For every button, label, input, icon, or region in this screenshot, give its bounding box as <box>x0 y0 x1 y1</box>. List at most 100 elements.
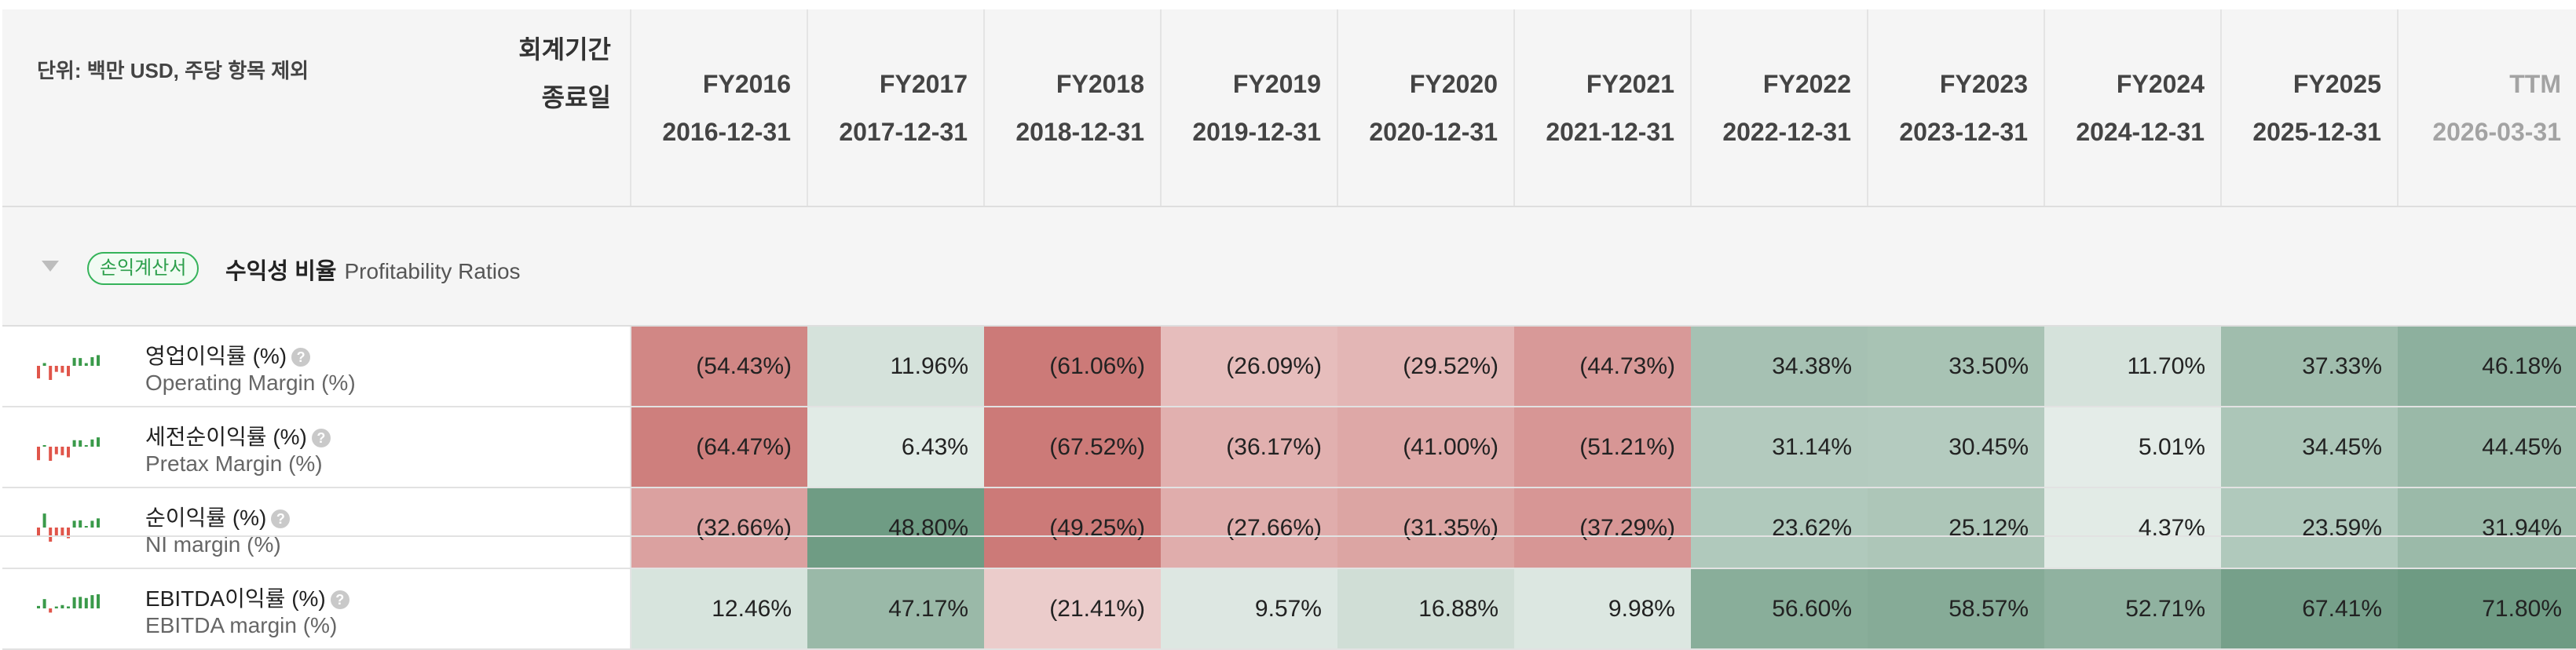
metric-row-ni-margin[interactable]: 순이익률 (%)? NI margin (%) (32.66%) 48.80% … <box>2 488 2576 569</box>
metric-name-en: Operating Margin (%) <box>145 371 356 395</box>
period-fy: FY2024 <box>2116 69 2205 98</box>
metric-label-cell: EBITDA이익률 (%)? EBITDA margin (%) <box>2 568 631 650</box>
section-header: 손익계산서 수익성 비율 Profitability Ratios <box>2 206 2576 327</box>
spark-bar <box>90 439 94 447</box>
sparkline-bar-chart <box>37 437 100 461</box>
period-header-ttm[interactable]: TTM 2026-03-31 <box>2398 9 2576 207</box>
help-icon[interactable]: ? <box>271 509 291 528</box>
spark-bar <box>79 520 82 528</box>
spark-bar <box>97 437 100 447</box>
period-date: 2023-12-31 <box>1899 117 2028 146</box>
spark-bar <box>49 366 53 380</box>
spark-bar <box>67 528 70 539</box>
spark-bar <box>37 605 40 608</box>
period-fy: FY2016 <box>702 69 791 98</box>
spark-bar <box>67 366 70 377</box>
value-cell: 71.80% <box>2398 568 2576 650</box>
help-icon[interactable]: ? <box>291 348 311 367</box>
spark-bar <box>97 594 100 608</box>
metric-name-ko: 세전순이익률 (%)? <box>145 420 331 451</box>
help-icon[interactable]: ? <box>330 590 349 609</box>
metric-label-cell: 세전순이익률 (%)? Pretax Margin (%) <box>2 407 631 488</box>
period-fy: FY2022 <box>1762 69 1851 98</box>
metric-name-ko: EBITDA이익률 (%)? <box>145 582 349 613</box>
section-row: 손익계산서 수익성 비율 Profitability Ratios <box>2 206 2576 327</box>
value-cell: 31.14% <box>1691 407 1868 488</box>
value-cell: 5.01% <box>2044 407 2221 488</box>
period-header-fy2019[interactable]: FY2019 2019-12-31 <box>1161 9 1338 207</box>
value-cell: (41.00%) <box>1337 407 1514 488</box>
period-fy: TTM <box>2509 69 2561 98</box>
section-title-en: Profitability Ratios <box>344 259 521 283</box>
metric-name-en: Pretax Margin (%) <box>145 451 323 476</box>
spark-bar <box>97 355 100 366</box>
period-date: 2019-12-31 <box>1192 117 1321 146</box>
value-cell: (32.66%) <box>631 488 807 569</box>
period-fy: FY2023 <box>1939 69 2028 98</box>
value-cell: (31.35%) <box>1337 488 1514 569</box>
financial-table-view: 단위: 백만 USD, 주당 항목 제외 회계기간 종료일 FY2016 2016… <box>0 9 2576 650</box>
spark-bar <box>90 595 94 608</box>
period-date: 2017-12-31 <box>839 117 968 146</box>
value-cell: 33.50% <box>1868 326 2044 407</box>
metric-name-ko: 순이익률 (%)? <box>145 501 291 532</box>
value-cell: 46.18% <box>2398 326 2576 407</box>
spark-bar <box>49 528 53 542</box>
value-cell: (67.52%) <box>984 407 1161 488</box>
spark-bar <box>90 356 94 366</box>
value-cell: 44.45% <box>2398 407 2576 488</box>
value-cell: 11.96% <box>807 326 984 407</box>
metric-label-cell: 영업이익률 (%)? Operating Margin (%) <box>2 326 631 407</box>
period-header-fy2020[interactable]: FY2020 2020-12-31 <box>1337 9 1515 207</box>
value-cell: 9.57% <box>1161 568 1337 650</box>
value-cell: 31.94% <box>2398 488 2576 569</box>
value-cell: 30.45% <box>1868 407 2044 488</box>
value-cell: (27.66%) <box>1161 488 1337 569</box>
collapse-triangle-icon[interactable] <box>42 261 59 272</box>
value-cell: (26.09%) <box>1161 326 1337 407</box>
period-fy: FY2020 <box>1409 69 1498 98</box>
period-header-fy2024[interactable]: FY2024 2024-12-31 <box>2044 9 2222 207</box>
spark-bar <box>84 526 88 528</box>
spark-bar <box>84 597 88 608</box>
value-cell: 67.41% <box>2221 568 2398 650</box>
section-title-ko: 수익성 비율 <box>225 259 337 284</box>
value-cell: (64.47%) <box>631 407 807 488</box>
spark-bar <box>67 447 70 458</box>
period-header-fy2023[interactable]: FY2023 2023-12-31 <box>1868 9 2045 207</box>
value-cell: (49.25%) <box>984 488 1161 569</box>
value-cell: (44.73%) <box>1514 326 1691 407</box>
value-cell: (29.52%) <box>1337 326 1514 407</box>
spark-bar <box>79 358 82 366</box>
value-cell: 9.98% <box>1514 568 1691 650</box>
period-header-fy2022[interactable]: FY2022 2022-12-31 <box>1691 9 1868 207</box>
spark-bar <box>97 518 100 528</box>
metric-row-pretax-margin[interactable]: 세전순이익률 (%)? Pretax Margin (%) (64.47%) 6… <box>2 407 2576 488</box>
value-cell: (51.21%) <box>1514 407 1691 488</box>
period-header-fy2016[interactable]: FY2016 2016-12-31 <box>631 9 808 207</box>
value-cell: 52.71% <box>2044 568 2221 650</box>
spark-bar <box>79 440 82 447</box>
metric-name-ko-text: 영업이익률 (%) <box>145 344 287 368</box>
period-header-fy2021[interactable]: FY2021 2021-12-31 <box>1514 9 1692 207</box>
metric-row-operating-margin[interactable]: 영업이익률 (%)? Operating Margin (%) (54.43%)… <box>2 326 2576 407</box>
spark-bar <box>37 366 40 379</box>
spark-bar <box>79 597 82 608</box>
spark-bar <box>72 440 76 447</box>
value-cell: (61.06%) <box>984 326 1161 407</box>
sparkline-bar-chart <box>37 594 100 613</box>
value-cell: 4.37% <box>2044 488 2221 569</box>
value-cell: 16.88% <box>1337 568 1514 650</box>
spark-bar <box>72 520 76 528</box>
period-header-fy2017[interactable]: FY2017 2017-12-31 <box>807 9 985 207</box>
spark-bar <box>84 363 88 366</box>
metric-row-ebitda-margin[interactable]: EBITDA이익률 (%)? EBITDA margin (%) 12.46% … <box>2 568 2576 650</box>
period-date: 2016-12-31 <box>662 117 791 146</box>
spark-bar <box>42 599 46 608</box>
period-header-fy2018[interactable]: FY2018 2018-12-31 <box>984 9 1162 207</box>
period-header-fy2025[interactable]: FY2025 2025-12-31 <box>2221 9 2399 207</box>
spark-bar <box>54 528 58 536</box>
value-cell: 34.38% <box>1691 326 1868 407</box>
help-icon[interactable]: ? <box>311 429 331 447</box>
period-date: 2020-12-31 <box>1369 117 1498 146</box>
